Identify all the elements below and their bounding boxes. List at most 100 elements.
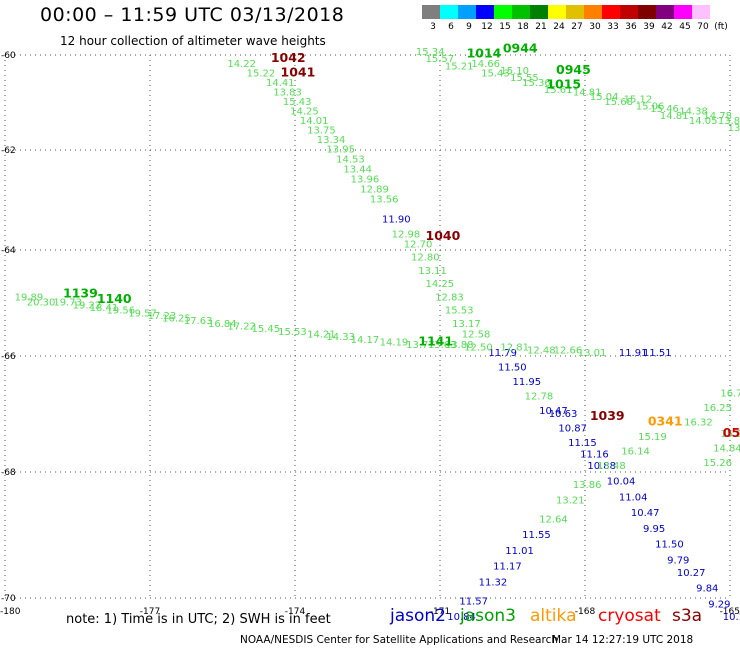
wave-height-value: 13.48 [597,461,626,472]
wave-height-value: 14.22 [227,59,256,70]
wave-height-value: 13.56 [370,195,399,206]
wave-height-value: 20.30 [27,298,56,309]
wave-height-value: 13.82 [718,116,740,127]
footer-credit: NOAA/NESDIS Center for Satellite Applica… [240,634,558,646]
wave-height-value: 14.66 [471,59,500,70]
wave-height-value: 12.81 [500,343,529,354]
wave-height-value: 12.80 [411,253,440,264]
wave-height-value: 11.50 [498,363,527,374]
wave-height-value: 19.73 [53,298,82,309]
wave-height-value: 15.53 [278,327,307,338]
wave-height-value: 13.01 [578,348,607,359]
wave-height-value: 11.32 [479,577,508,588]
colorbar-tick: 3 [430,22,436,32]
wave-height-value: 16.84 [208,319,237,330]
wave-height-value: 15.34 [416,47,445,58]
colorbar-swatch [638,5,656,19]
wave-height-value: 17.63 [184,316,213,327]
wave-height-value: 15.45 [252,324,281,335]
wave-height-value: 13.44 [343,165,372,176]
wave-height-value: 15.68 [604,97,633,108]
wave-height-value: 15.26 [703,458,732,469]
colorbar-swatch [674,5,692,19]
colorbar-tick: 21 [535,22,547,32]
longitude-label: -171 [430,607,450,617]
colorbar-tick: 33 [607,22,619,32]
colorbar-swatch [566,5,584,19]
wave-height-value: 13.75 [307,125,336,136]
colorbar-tick: 12 [481,22,493,32]
map-subtitle: 12 hour collection of altimeter wave hei… [60,34,326,48]
wave-height-value: 12.83 [435,292,464,303]
colorbar-swatch [494,5,512,19]
pass-time-label: 1039 [590,408,625,423]
wave-height-value: 13.34 [317,135,346,146]
colorbar-swatch [476,5,494,19]
colorbar-swatch [440,5,458,19]
wave-height-value: 10.1 [723,612,740,623]
wave-height-value: 17.22 [227,322,256,333]
wave-height-value: 14.53 [336,155,365,166]
colorbar-swatch [602,5,620,19]
wave-height-value: 9.84 [696,584,718,595]
wave-height-value: 9.95 [643,524,665,535]
wave-height-value: 15.06 [636,102,665,113]
wave-height-value: 12.58 [462,329,491,340]
wave-height-value: 16.25 [703,403,732,414]
wave-height-value: 12.66 [554,345,583,356]
wave-height-value: 11.15 [568,438,597,449]
wave-height-value: 9.29 [708,599,730,610]
wave-height-value: 17.23 [148,311,177,322]
wave-height-value: 14.25 [426,279,455,290]
wave-height-value: 14.78 [703,111,732,122]
wave-height-value: 11.17 [493,562,522,573]
pass-time-label: 1014 [467,45,502,60]
wave-height-value: 11.16 [580,450,609,461]
legend-cryosat: cryosat [598,606,661,626]
wave-height-value: 12.64 [539,514,568,525]
wave-height-value: 11.91 [619,348,648,359]
wave-height-value: 19.57 [128,308,157,319]
wave-height-value: 11.04 [619,492,648,503]
wave-height-value: 16.25 [162,314,191,325]
wave-height-value: 18.41 [90,303,119,314]
pass-time-label: 1140 [97,291,132,306]
wave-height-value: 14.17 [351,335,380,346]
pass-time-label: 1040 [426,228,461,243]
wave-height-value: 14.81 [573,87,602,98]
longitude-label: -177 [140,607,160,617]
colorbar-swatch [620,5,638,19]
colorbar-swatch [422,5,440,19]
footer-note: note: 1) Time is in UTC; 2) SWH is in fe… [66,612,331,627]
wave-height-value: 15.36 [522,78,551,89]
latitude-label: -66 [1,352,16,362]
colorbar-tick: 15 [499,22,511,32]
wave-height-value: 10.84 [447,612,476,623]
wave-height-value: 12.50 [464,343,493,354]
colorbar-tick: 42 [661,22,673,32]
colorbar-tick: 70 [697,22,709,32]
wave-height-value: 11.95 [513,377,542,388]
latitude-label: -68 [1,468,16,478]
wave-height-value: 13.96 [351,175,380,186]
colorbar-tick: 27 [571,22,583,32]
wave-height-value: 14.33 [326,332,355,343]
wave-height-value: 14.38 [679,106,708,117]
wave-height-value: 10.87 [558,423,587,434]
wave-height-value: 15.22 [720,429,740,440]
latitude-label: -70 [1,594,16,604]
wave-height-value: 15.43 [481,68,510,79]
colorbar-swatch [656,5,674,19]
wave-height-value: 10.04 [607,477,636,488]
wave-height-value: 15.43 [283,97,312,108]
wave-height-value: 10.63 [549,409,578,420]
wave-height-value: 12.98 [392,230,421,241]
wave-height-value: 9.79 [667,555,689,566]
wave-height-value: 12.89 [360,185,389,196]
colorbar-swatch [512,5,530,19]
wave-height-value: 14.41 [266,78,295,89]
colorbar-tick: 9 [466,22,472,32]
pass-time-label: 0513 [723,425,740,440]
wave-height-value: 12.78 [525,392,554,403]
